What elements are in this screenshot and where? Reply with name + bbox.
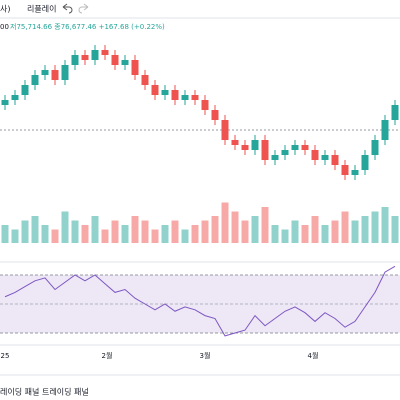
rsi-line — [4, 265, 396, 337]
volume-bar — [1, 225, 9, 243]
candle-body — [261, 140, 269, 160]
candle-body — [101, 50, 109, 55]
candle-body — [231, 140, 239, 145]
volume-bar — [151, 229, 159, 243]
candle-body — [1, 100, 9, 105]
footer-tab[interactable]: 레이딩 패널 — [0, 387, 39, 397]
volume-bar — [41, 225, 49, 243]
volume-bar — [371, 211, 379, 243]
volume-bar — [231, 211, 239, 243]
candle-body — [31, 75, 39, 85]
time-axis-label: 25 — [1, 352, 10, 360]
candle-body — [201, 100, 209, 110]
volume-bar — [11, 229, 19, 243]
candle-body — [381, 120, 389, 140]
volume-bar — [251, 216, 259, 243]
volume-bar — [301, 225, 309, 243]
candle-body — [161, 90, 169, 95]
candle-body — [41, 70, 49, 75]
volume-bar — [341, 211, 349, 243]
volume-bar — [181, 229, 189, 243]
legend-prefix: 00 — [0, 23, 9, 31]
volume-bar — [211, 216, 219, 243]
candle-body — [301, 145, 309, 150]
candle-body — [281, 150, 289, 155]
candle-body — [211, 110, 219, 120]
candle-body — [141, 75, 149, 85]
volume-bar — [291, 220, 299, 243]
candle-body — [331, 155, 339, 165]
volume-bar — [281, 229, 289, 243]
candle-body — [91, 50, 99, 60]
volume-bar — [311, 216, 319, 243]
volume-bar — [321, 225, 329, 243]
candle-body — [131, 60, 139, 75]
volume-bar — [131, 216, 139, 243]
volume-bar — [61, 211, 69, 243]
volume-bar — [161, 225, 169, 243]
time-axis-label: 3월 — [200, 351, 211, 360]
volume-bar — [51, 229, 59, 243]
candle-body — [181, 95, 189, 100]
candle-body — [11, 95, 19, 100]
legend-values: 저75,714.66 종76,677.46 +167.68 (+0.22%) — [10, 22, 165, 31]
volume-bar — [241, 220, 249, 243]
candle-body — [251, 140, 259, 150]
volume-bar — [141, 220, 149, 243]
candle-body — [271, 155, 279, 160]
volume-bar — [391, 216, 399, 243]
time-axis-label: 2월 — [102, 351, 113, 360]
candle-body — [321, 155, 329, 160]
volume-bar — [171, 220, 179, 243]
volume-bar — [261, 207, 269, 243]
time-axis-label: 4월 — [308, 351, 319, 360]
replay-button[interactable]: 리플레이 — [27, 4, 56, 14]
volume-bar — [101, 229, 109, 243]
volume-bar — [81, 225, 89, 243]
candle-body — [121, 60, 129, 65]
volume-bar — [121, 225, 129, 243]
redo-icon[interactable] — [78, 3, 89, 14]
candle-body — [241, 145, 249, 150]
volume-bar — [31, 216, 39, 243]
volume-bar — [221, 202, 229, 243]
candle-body — [221, 120, 229, 140]
volume-bar — [191, 225, 199, 243]
candle-body — [81, 55, 89, 60]
candle-body — [361, 155, 369, 170]
volume-bar — [201, 220, 209, 243]
candle-body — [51, 70, 59, 80]
candle-body — [21, 85, 29, 95]
volume-bar — [71, 220, 79, 243]
volume-bar — [91, 216, 99, 243]
volume-bar — [361, 216, 369, 243]
candle-body — [341, 165, 349, 175]
volume-bar — [21, 220, 29, 243]
candle-body — [191, 95, 199, 100]
footer-tab[interactable]: 트레이딩 패널 — [42, 387, 89, 397]
candle-body — [371, 140, 379, 155]
volume-bar — [271, 225, 279, 243]
candle-body — [71, 55, 79, 65]
candle-body — [351, 170, 359, 175]
candle-body — [171, 90, 179, 100]
symbol[interactable]: 사) — [0, 5, 10, 14]
candle-body — [311, 150, 319, 160]
volume-bar — [111, 220, 119, 243]
candle-body — [151, 85, 159, 95]
volume-bar — [331, 220, 339, 243]
volume-bar — [351, 220, 359, 243]
candle-body — [391, 105, 399, 120]
candle-body — [291, 145, 299, 150]
undo-icon[interactable] — [62, 3, 73, 14]
candle-body — [111, 55, 119, 65]
candle-body — [61, 65, 69, 80]
volume-bar — [381, 207, 389, 243]
